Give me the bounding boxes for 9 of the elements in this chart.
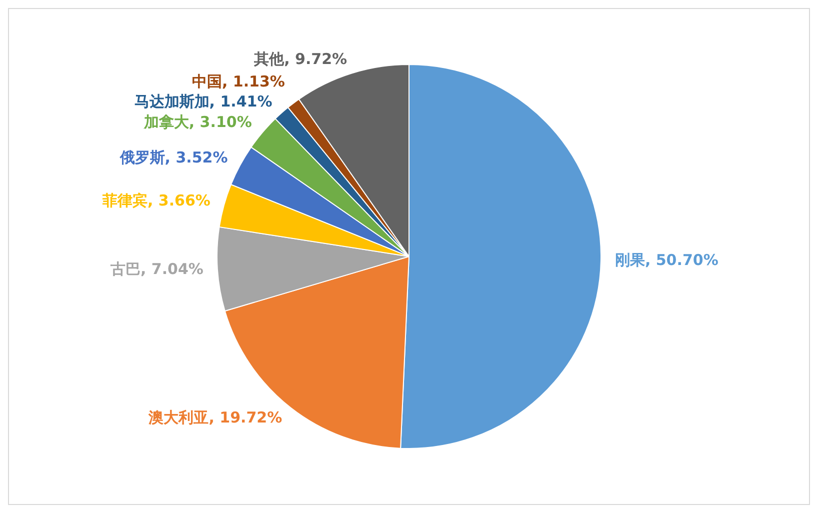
slice-label: 古巴, 7.04%	[109, 260, 204, 278]
slice-label: 刚果, 50.70%	[614, 250, 718, 269]
slice-label: 加拿大, 3.10%	[142, 113, 252, 132]
slice-label: 菲律宾, 3.66%	[101, 192, 210, 210]
slice-label: 澳大利亚, 19.72%	[148, 408, 282, 427]
slice-label: 马达加斯加, 1.41%	[134, 92, 272, 110]
slice-label: 其他, 9.72%	[253, 50, 348, 68]
slice-label: 俄罗斯, 3.52%	[118, 148, 228, 167]
slice-label: 中国, 1.13%	[192, 72, 285, 90]
